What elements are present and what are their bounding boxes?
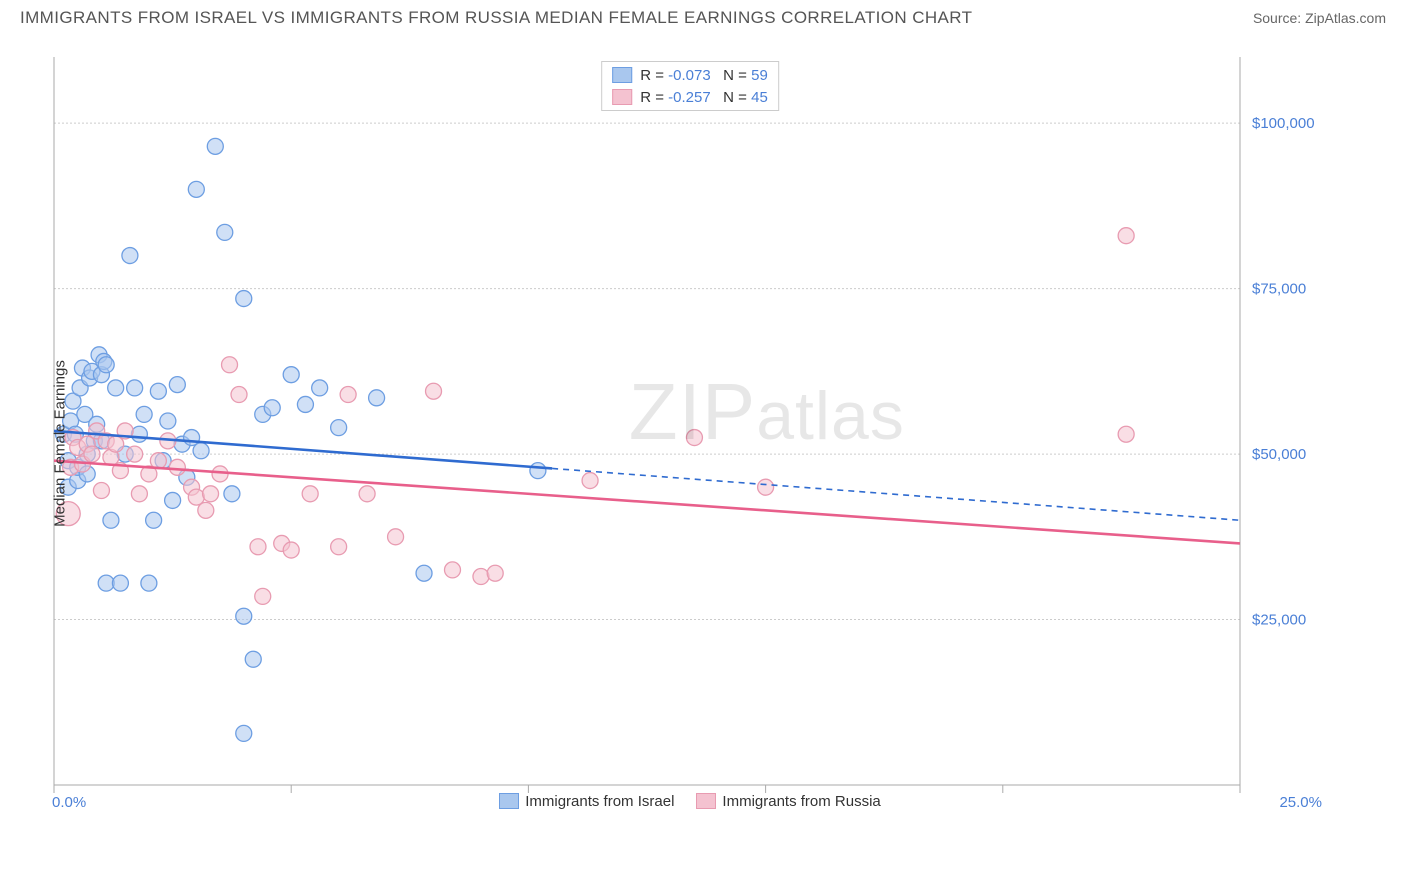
data-point	[207, 138, 223, 154]
legend-label: Immigrants from Israel	[525, 793, 674, 810]
data-point	[131, 426, 147, 442]
data-point	[369, 390, 385, 406]
data-point	[236, 291, 252, 307]
legend-row: R = -0.257 N = 45	[612, 86, 768, 108]
data-point	[150, 383, 166, 399]
data-point	[203, 486, 219, 502]
legend-swatch-icon	[696, 793, 716, 809]
chart-header: IMMIGRANTS FROM ISRAEL VS IMMIGRANTS FRO…	[0, 0, 1406, 28]
data-point	[127, 380, 143, 396]
data-point	[686, 430, 702, 446]
legend-text: R = -0.073 N = 59	[640, 67, 768, 84]
data-point	[312, 380, 328, 396]
scatter-chart: $25,000 $50,000 $75,000 $100,000	[50, 55, 1330, 815]
data-point	[264, 400, 280, 416]
data-point	[388, 529, 404, 545]
trend-line-dashed	[552, 468, 1240, 520]
data-point	[84, 446, 100, 462]
data-point	[236, 608, 252, 624]
data-point	[217, 224, 233, 240]
legend-row: R = -0.073 N = 59	[612, 64, 768, 86]
y-tick-label: $50,000	[1252, 446, 1306, 463]
legend-text: R = -0.257 N = 45	[640, 89, 768, 106]
y-tick-label: $100,000	[1252, 115, 1315, 132]
legend-item: Immigrants from Russia	[696, 793, 880, 810]
chart-title: IMMIGRANTS FROM ISRAEL VS IMMIGRANTS FRO…	[20, 8, 972, 28]
data-point	[1118, 426, 1134, 442]
data-point	[283, 542, 299, 558]
data-point	[98, 357, 114, 373]
data-point	[255, 588, 271, 604]
data-point	[758, 479, 774, 495]
chart-container: Median Female Earnings $25,000 $50,000 $75…	[50, 55, 1330, 815]
data-point	[331, 420, 347, 436]
data-point	[426, 383, 442, 399]
x-axis-max-label: 25.0%	[1279, 794, 1322, 811]
legend-label: Immigrants from Russia	[722, 793, 880, 810]
data-point	[146, 512, 162, 528]
correlation-legend: R = -0.073 N = 59 R = -0.257 N = 45	[601, 61, 779, 111]
data-point	[136, 406, 152, 422]
data-point	[245, 651, 261, 667]
data-point	[473, 569, 489, 585]
data-point	[193, 443, 209, 459]
data-point	[103, 512, 119, 528]
data-point	[93, 482, 109, 498]
data-point	[231, 387, 247, 403]
data-point	[169, 459, 185, 475]
data-point	[222, 357, 238, 373]
data-point	[160, 413, 176, 429]
y-tick-label: $25,000	[1252, 612, 1306, 629]
data-point	[165, 492, 181, 508]
data-point	[582, 473, 598, 489]
data-point	[224, 486, 240, 502]
data-point	[236, 725, 252, 741]
legend-swatch-icon	[612, 67, 632, 83]
legend-swatch-icon	[499, 793, 519, 809]
data-point	[198, 502, 214, 518]
data-point	[127, 446, 143, 462]
data-point	[141, 575, 157, 591]
data-point	[108, 380, 124, 396]
legend-swatch-icon	[612, 89, 632, 105]
data-point	[359, 486, 375, 502]
data-point	[188, 181, 204, 197]
data-point	[487, 565, 503, 581]
y-tick-label: $75,000	[1252, 281, 1306, 298]
source-attribution: Source: ZipAtlas.com	[1253, 10, 1386, 26]
data-point	[1118, 228, 1134, 244]
data-point	[302, 486, 318, 502]
series-legend: 0.0% 25.0% Immigrants from Israel Immigra…	[50, 787, 1330, 815]
x-axis-min-label: 0.0%	[52, 794, 86, 811]
data-point	[131, 486, 147, 502]
data-point	[122, 248, 138, 264]
data-point	[169, 377, 185, 393]
data-point	[297, 396, 313, 412]
data-point	[112, 575, 128, 591]
data-point	[530, 463, 546, 479]
data-point	[444, 562, 460, 578]
data-point	[250, 539, 266, 555]
legend-item: Immigrants from Israel	[499, 793, 674, 810]
y-axis-label: Median Female Earnings	[52, 360, 69, 527]
data-point	[416, 565, 432, 581]
data-point	[340, 387, 356, 403]
data-point	[283, 367, 299, 383]
data-point	[331, 539, 347, 555]
